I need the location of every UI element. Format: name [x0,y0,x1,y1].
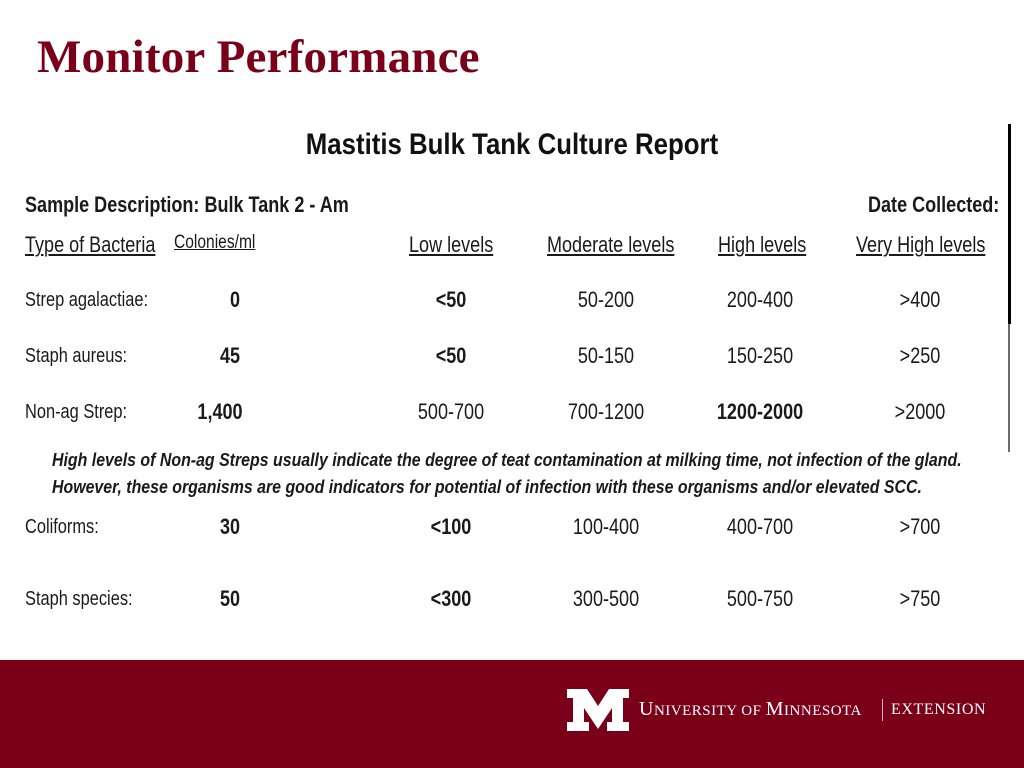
low-level-value: <100 [430,514,472,539]
table-row: Staph species: 50 <300 300-500 500-750 >… [0,586,1024,620]
table-row: Strep agalactiae: 0 <50 50-200 200-400 >… [0,287,1024,321]
bacteria-name: Strep agalactiae: [25,289,149,311]
header-moderate-levels: Moderate levels [547,232,675,257]
extension-label: EXTENSION [891,701,987,718]
footer-bar [0,660,1024,768]
table-row: Non-ag Strep: 1,400 500-700 700-1200 120… [0,399,1024,433]
colonies-value: 45 [219,343,241,368]
header-very-high-levels: Very High levels [856,232,986,257]
image-edge-divider [1008,324,1010,452]
colonies-value: 30 [219,514,241,539]
image-edge-divider [1008,124,1011,324]
very-high-level-value: >250 [899,343,941,368]
high-level-value: 150-250 [726,343,794,368]
moderate-level-value: 50-150 [577,343,635,368]
university-initial-u: U [639,698,654,720]
bacteria-name: Non-ag Strep: [25,401,128,423]
low-level-value: 500-700 [417,399,485,424]
sample-description: Sample Description: Bulk Tank 2 - Am [25,192,349,217]
header-low-levels: Low levels [409,232,494,257]
note-line-1: High levels of Non-ag Streps usually ind… [52,449,962,470]
very-high-level-value: >2000 [894,399,946,424]
low-level-value: <50 [435,343,467,368]
high-level-value: 400-700 [726,514,794,539]
high-level-value: 1200-2000 [716,399,804,424]
colonies-value: 0 [229,287,241,312]
note-line-2: However, these organisms are good indica… [52,476,922,497]
university-name: UNIVERSITY OF MINNESOTA [639,698,862,721]
slide-title: Monitor Performance [37,31,480,83]
header-colonies: Colonies/ml [174,232,256,253]
colonies-value: 1,400 [197,399,243,424]
bacteria-name: Staph aureus: [25,345,128,367]
very-high-level-value: >400 [899,287,941,312]
university-initial-m: M [765,698,785,720]
high-level-value: 500-750 [726,586,794,611]
university-name-part: INNESOTA [784,703,862,719]
very-high-level-value: >700 [899,514,941,539]
low-level-value: <50 [435,287,467,312]
moderate-level-value: 100-400 [572,514,640,539]
very-high-level-value: >750 [899,586,941,611]
table-row: Coliforms: 30 <100 100-400 400-700 >700 [0,514,1024,548]
footer-divider [882,699,883,721]
colonies-value: 50 [219,586,241,611]
header-type-of-bacteria: Type of Bacteria [25,232,156,257]
bacteria-name: Coliforms: [25,516,99,538]
moderate-level-value: 300-500 [572,586,640,611]
low-level-value: <300 [430,586,472,611]
moderate-level-value: 700-1200 [567,399,645,424]
date-collected-label: Date Collected: [868,192,1000,217]
bacteria-name: Staph species: [25,588,133,610]
header-high-levels: High levels [718,232,807,257]
moderate-level-value: 50-200 [577,287,635,312]
high-level-value: 200-400 [726,287,794,312]
university-name-part: NIVERSITY OF [653,703,766,719]
university-of-minnesota-m-logo-icon [567,689,629,731]
report-title: Mastitis Bulk Tank Culture Report [305,128,719,161]
table-row: Staph aureus: 45 <50 50-150 150-250 >250 [0,343,1024,377]
